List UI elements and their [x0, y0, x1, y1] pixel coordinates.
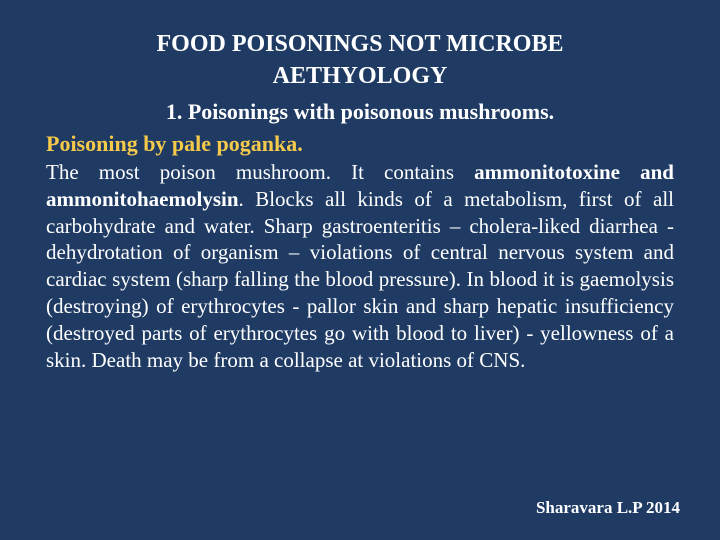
body-seg-3: . Blocks all kinds of a metabolism, firs…	[46, 187, 674, 372]
title-line-2: AETHYOLOGY	[273, 63, 448, 89]
highlight-heading: Poisoning by pale poganka.	[40, 131, 680, 157]
body-paragraph: The most poison mushroom. It contains am…	[40, 159, 680, 374]
slide-title: FOOD POISONINGS NOT MICROBE AETHYOLOGY	[40, 28, 680, 93]
section-heading: 1. Poisonings with poisonous mushrooms.	[40, 99, 680, 125]
body-seg-1: The most poison mushroom. It contains	[46, 160, 474, 184]
footer-attribution: Sharavara L.P 2014	[536, 498, 680, 518]
title-line-1: FOOD POISONINGS NOT MICROBE	[157, 31, 564, 57]
